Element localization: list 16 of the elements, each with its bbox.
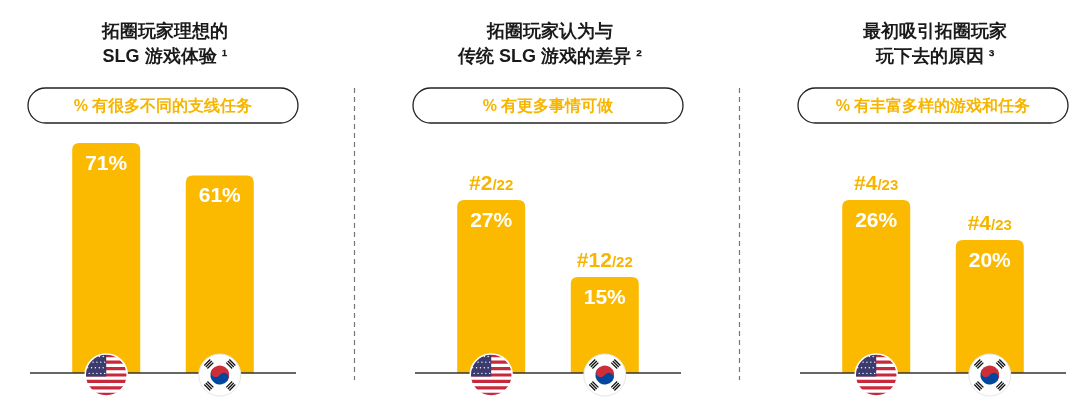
data-label: 20%	[968, 247, 1012, 271]
chart-subtitle: % 有很多不同的支线任务	[73, 97, 253, 114]
annotation: #12/22	[576, 247, 633, 271]
chart-title: 拓圈玩家理想的SLG 游戏体验 ¹	[101, 21, 228, 66]
data-label: 71%	[85, 151, 128, 174]
data-label: 61%	[198, 183, 242, 207]
annotation: #4/23	[854, 171, 899, 194]
chart-title: 最初吸引拓圈玩家玩下去的原因 ³	[862, 21, 1007, 66]
chart-subtitle: % 有更多事情可做	[482, 97, 615, 114]
data-label: 27%	[470, 208, 513, 231]
chart-subtitle: % 有丰富多样的游戏和任务	[835, 96, 1031, 114]
data-label: 15%	[583, 284, 627, 308]
chart-title: 拓圈玩家认为与传统 SLG 游戏的差异 ²	[457, 21, 642, 66]
annotation: #4/23	[967, 210, 1012, 234]
annotation: #2/22	[469, 171, 514, 194]
data-label: 26%	[855, 208, 898, 231]
